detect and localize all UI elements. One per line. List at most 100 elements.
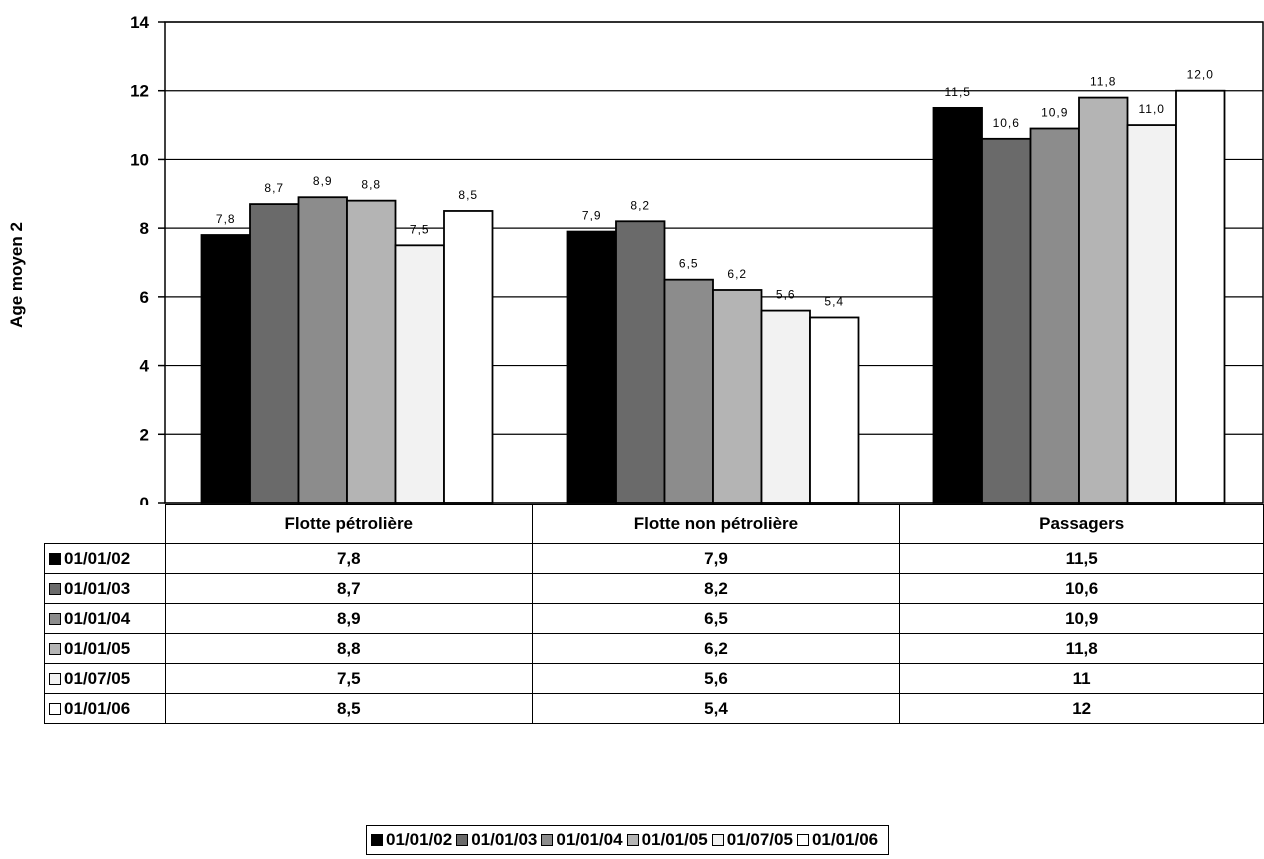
table-cell: 5,6 [531, 663, 901, 694]
y-tick-label: 6 [140, 288, 149, 307]
bar-value-label: 5,6 [776, 288, 796, 302]
series-swatch [49, 552, 61, 565]
bar-value-label: 8,5 [458, 188, 478, 202]
bar [1126, 124, 1177, 504]
y-tick-label: 14 [130, 13, 149, 32]
bar [394, 244, 445, 504]
table-cell: 8,7 [164, 573, 533, 604]
legend-item: 01/01/03 [456, 830, 537, 850]
legend-label: 01/01/02 [386, 830, 453, 849]
legend: 01/01/02 01/01/03 01/01/04 01/01/05 01/07/05… [366, 825, 890, 855]
y-tick-label: 8 [140, 219, 149, 238]
bar [981, 137, 1032, 504]
table-header-row: Flotte pétrolière Flotte non pétrolière Pa… [44, 504, 1264, 544]
table-cell: 7,8 [164, 543, 533, 574]
table-corner [44, 504, 166, 544]
category-label: Flotte non pétrolière [531, 504, 901, 544]
bar [712, 289, 763, 504]
table-cell: 6,5 [531, 603, 901, 634]
legend-label: 01/01/05 [641, 830, 708, 849]
bar [297, 196, 348, 504]
bar-value-label: 8,9 [313, 174, 333, 188]
bar-value-label: 6,2 [727, 267, 747, 281]
table-cell: 10,9 [899, 603, 1264, 634]
bar [1175, 89, 1226, 504]
bar-value-label: 7,8 [216, 212, 236, 226]
series-swatch [49, 672, 61, 685]
series-name: 01/07/05 [64, 668, 131, 688]
bar [566, 230, 617, 504]
table-cell: 11,8 [899, 633, 1264, 664]
y-tick-label: 4 [140, 357, 150, 376]
category-label: Flotte pétrolière [164, 504, 533, 544]
series-name: 01/01/02 [64, 548, 131, 568]
table-cell: 6,2 [531, 633, 901, 664]
bar [760, 309, 811, 504]
bar-chart: 0 2 4 6 8 10 12 14 7,8 8,7 8,9 8,8 7,5 8,5 7,9 8,2 6,5 6… [130, 13, 1264, 505]
table-cell: 8,8 [164, 633, 533, 664]
series-row-header: 01/01/03 [44, 573, 166, 604]
data-table: Flotte pétrolière Flotte non pétrolière Pa… [44, 504, 1264, 724]
y-tick-label: 2 [140, 425, 149, 444]
table-cell: 10,6 [899, 573, 1264, 604]
bar-value-label: 8,8 [361, 178, 381, 192]
legend-item: 01/01/06 [796, 830, 878, 850]
bar-value-label: 12,0 [1187, 68, 1214, 82]
table-cell: 7,9 [531, 543, 901, 574]
legend-label: 01/07/05 [726, 830, 793, 849]
bar-value-label: 11,8 [1090, 75, 1116, 89]
y-axis-ticks: 0 2 4 6 8 10 12 14 [130, 13, 165, 505]
table-cell: 11 [899, 663, 1264, 694]
series-row-header: 01/01/05 [44, 633, 166, 664]
series-row-header: 01/01/04 [44, 603, 166, 634]
series-name: 01/01/05 [64, 638, 131, 658]
bar-value-label: 8,7 [264, 181, 284, 195]
legend-item: 01/01/05 [626, 830, 708, 850]
bar [663, 278, 714, 504]
series-swatch [49, 612, 61, 625]
y-tick-label: 12 [130, 82, 149, 101]
bar-value-label: 11,5 [945, 85, 971, 99]
y-tick-label: 10 [130, 150, 149, 169]
series-name: 01/01/06 [64, 698, 131, 718]
table-cell: 8,2 [531, 573, 901, 604]
table-row: 01/01/05 8,8 6,2 11,8 [44, 633, 1264, 664]
bar [346, 199, 397, 504]
table-row: 01/01/04 8,9 6,5 10,9 [44, 603, 1264, 634]
legend-item: 01/01/02 [371, 830, 452, 850]
legend-label: 01/01/04 [556, 830, 623, 849]
table-row: 01/01/06 8,5 5,4 12 [44, 693, 1264, 724]
category-label: Passagers [899, 504, 1264, 544]
legend-swatch [626, 834, 639, 846]
series-name: 01/01/04 [64, 608, 131, 628]
series-name: 01/01/03 [64, 578, 131, 598]
table-row: 01/01/02 7,8 7,9 11,5 [44, 543, 1264, 574]
legend-item: 01/07/05 [711, 830, 793, 850]
series-swatch [49, 642, 61, 655]
bar [443, 210, 494, 504]
bars [200, 89, 1226, 504]
series-row-header: 01/01/02 [44, 543, 166, 574]
series-row-header: 01/01/06 [44, 693, 166, 724]
y-axis-title: Age moyen 2 [7, 222, 26, 328]
table-cell: 5,4 [531, 693, 901, 724]
legend-swatch [796, 834, 809, 846]
data-labels: 7,8 8,7 8,9 8,8 7,5 8,5 7,9 8,2 6,5 6,2 5,6 5,4 11,5… [216, 68, 1214, 309]
legend-swatch [456, 834, 469, 846]
y-axis-title-box: Age moyen 2 [2, 195, 32, 355]
bar [932, 106, 983, 504]
legend-swatch [371, 834, 383, 846]
bar [249, 203, 300, 504]
table-row: 01/01/03 8,7 8,2 10,6 [44, 573, 1264, 604]
table-cell: 8,9 [164, 603, 533, 634]
bar-value-label: 10,6 [993, 116, 1020, 130]
bar-value-label: 5,4 [824, 294, 844, 308]
table-cell: 11,5 [899, 543, 1264, 574]
table-row: 01/07/05 7,5 5,6 11 [44, 663, 1264, 694]
bar [615, 220, 666, 504]
bar [200, 234, 251, 504]
bar-value-label: 6,5 [679, 257, 699, 271]
legend-label: 01/01/03 [471, 830, 538, 849]
bar [809, 316, 860, 504]
series-row-header: 01/07/05 [44, 663, 166, 694]
